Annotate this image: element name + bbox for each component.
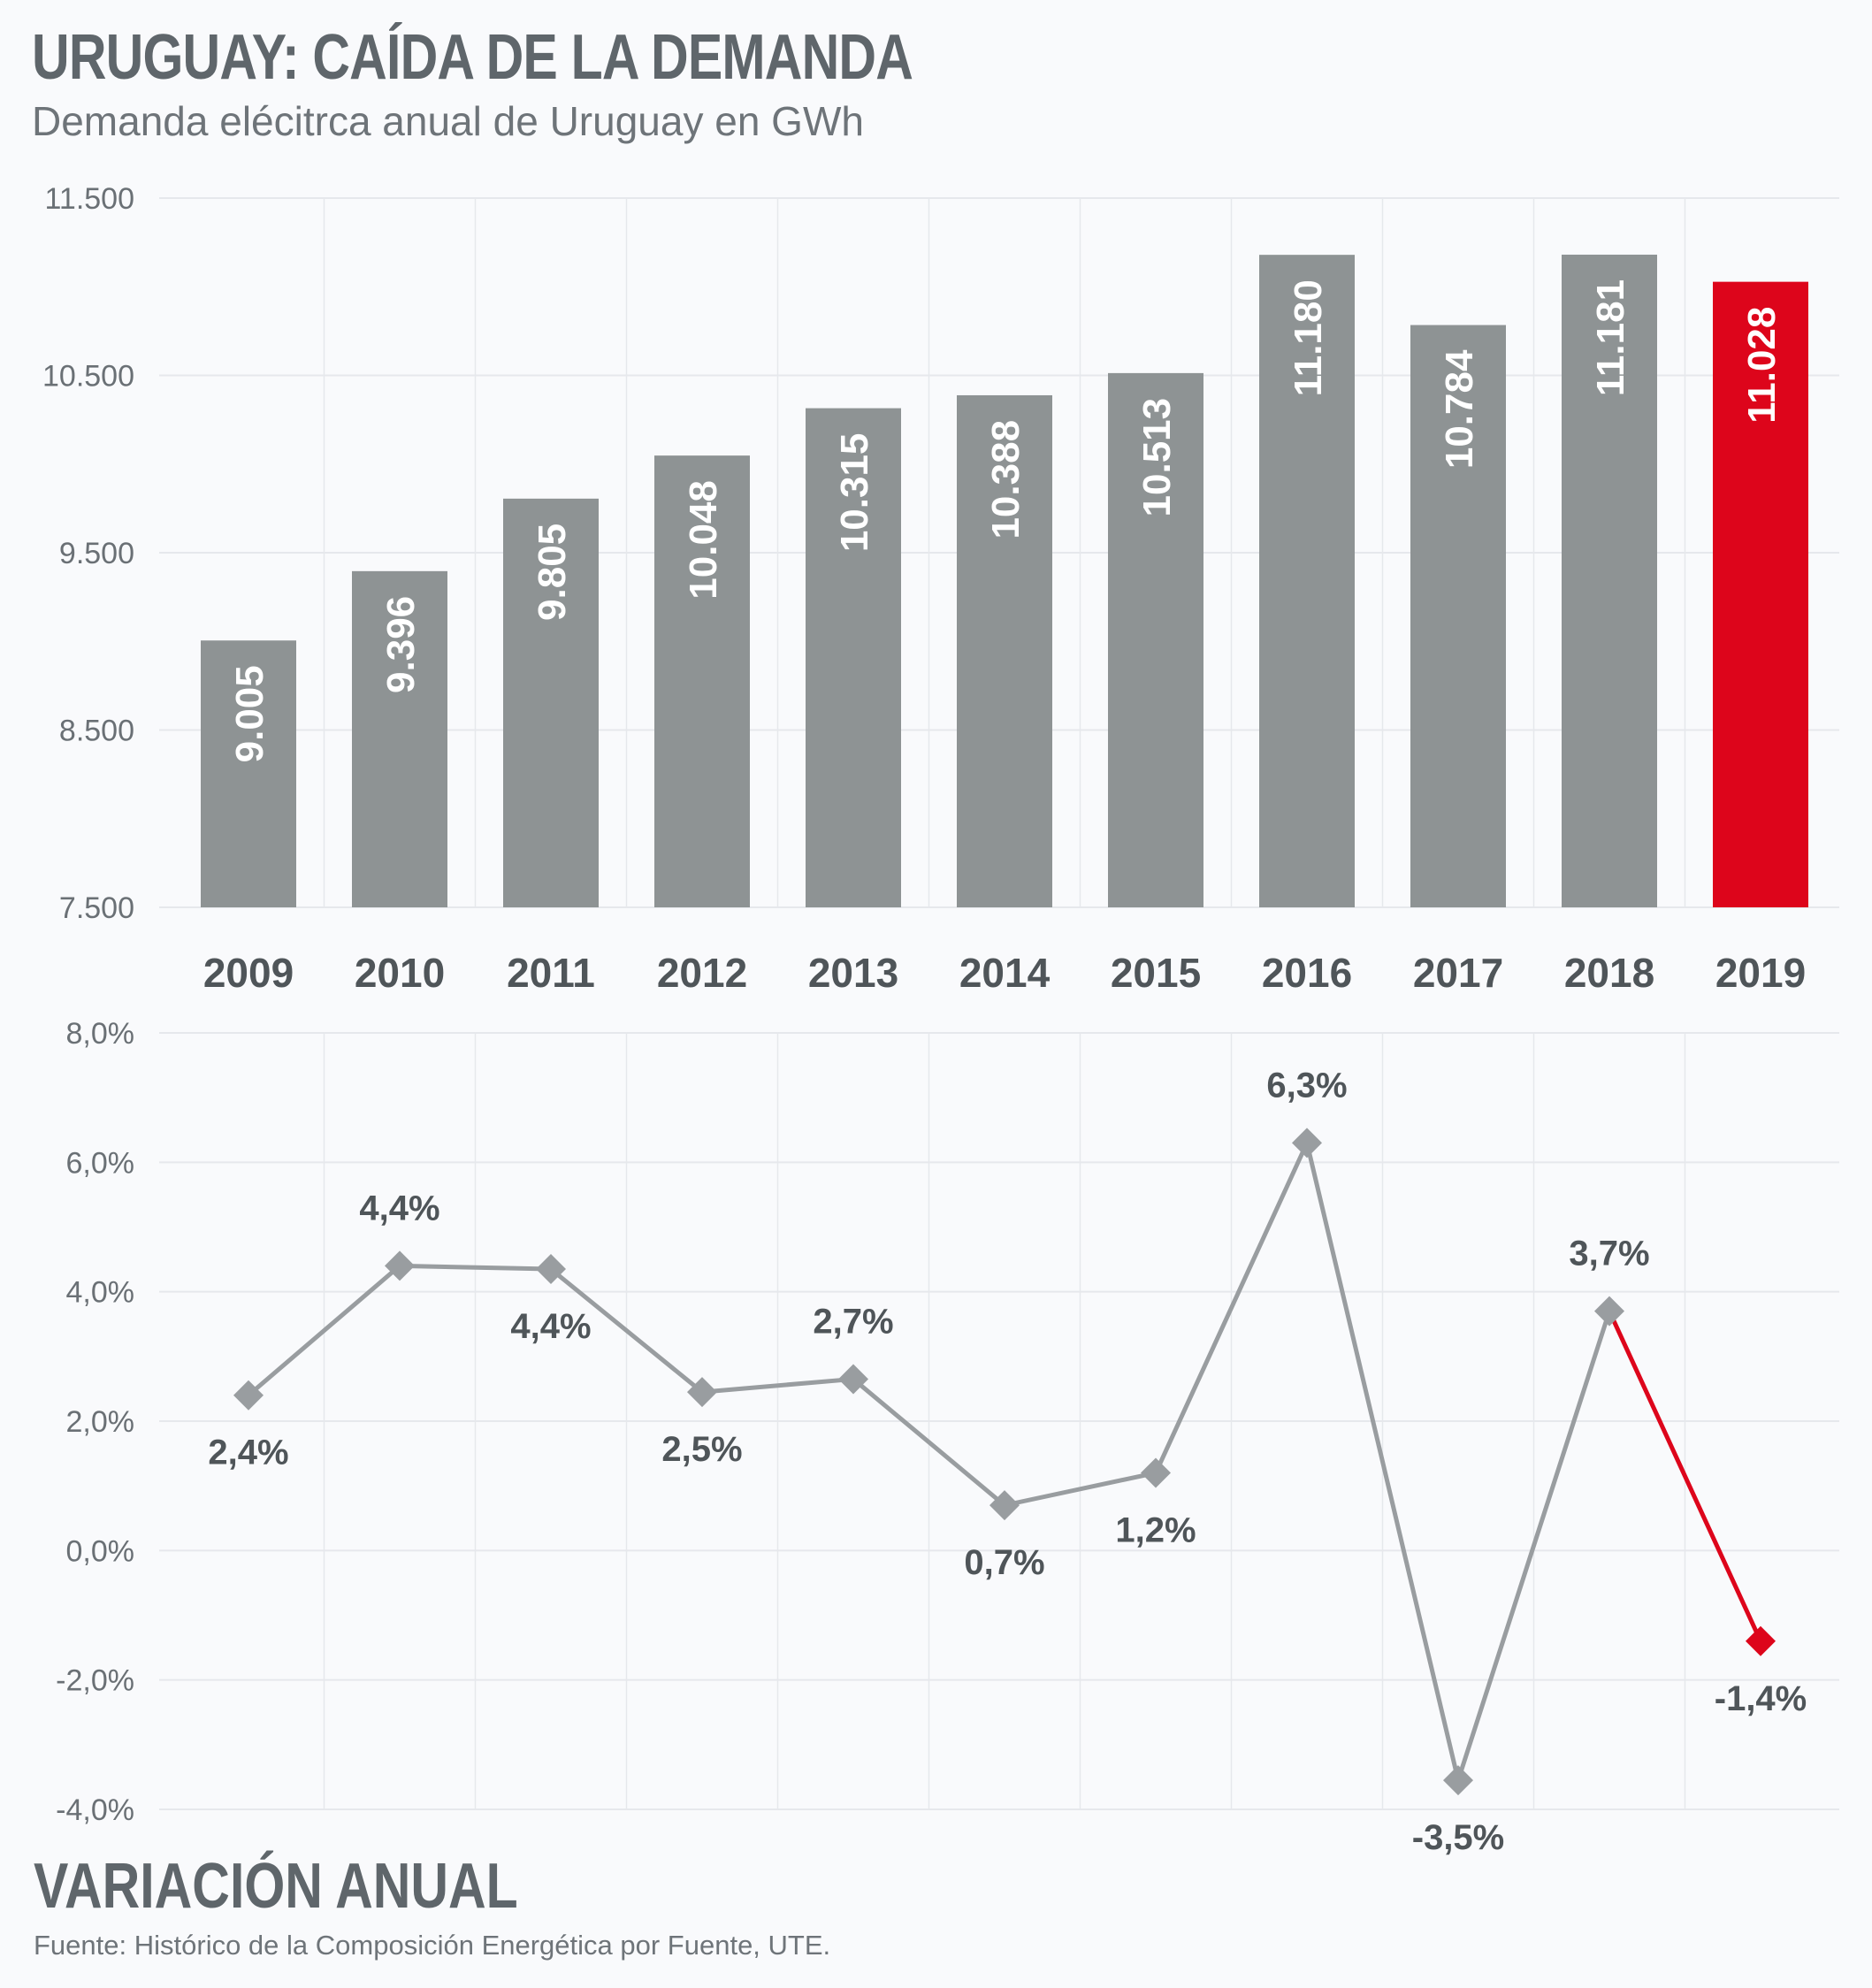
bar-value-label: 10.388 bbox=[984, 420, 1028, 539]
bar-y-tick-label: 11.500 bbox=[45, 182, 134, 216]
bar-value-label: 10.315 bbox=[833, 433, 876, 553]
line-chart-y-axis: -4,0% -2,0% 0,0% 2,0% 4,0% 6,0% 8,0% bbox=[56, 1017, 134, 1827]
chart-subtitle: Demanda elécitrca anual de Uruguay en GW… bbox=[32, 98, 864, 144]
bar-2016 bbox=[1259, 255, 1355, 907]
line-segment bbox=[851, 1376, 1007, 1508]
bar-value-label: 11.181 bbox=[1589, 279, 1632, 396]
x-tick-label-2009: 2009 bbox=[203, 950, 294, 996]
bar-value-label: 9.396 bbox=[379, 596, 423, 693]
line-point-2019 bbox=[1746, 1625, 1776, 1656]
line-point-2011 bbox=[536, 1254, 566, 1285]
x-tick-label-2017: 2017 bbox=[1413, 950, 1503, 996]
bar-value-label: 9.005 bbox=[228, 665, 271, 762]
line-point-2016 bbox=[1292, 1128, 1322, 1158]
bar-value-label: 9.805 bbox=[531, 524, 574, 621]
bar-y-tick-label: 9.500 bbox=[59, 537, 134, 570]
line-chart-labels: 2,4% 4,4% 4,4% 2,5% 2,7% 0,7% 1,2% 6,3% -3,5% 3,7… bbox=[208, 1066, 1807, 1857]
line-segment bbox=[548, 1266, 705, 1395]
line-point-2013 bbox=[838, 1364, 868, 1395]
line-point-label: -3,5% bbox=[1412, 1818, 1505, 1857]
line-segment bbox=[397, 1263, 554, 1272]
bar-2010 bbox=[352, 570, 447, 907]
chart-title: URUGUAY: CAÍDA DE LA DEMANDA bbox=[32, 22, 913, 93]
x-tick-label-2013: 2013 bbox=[808, 950, 898, 996]
line-y-tick-label: 2,0% bbox=[66, 1405, 135, 1439]
line-segment bbox=[1607, 1309, 1763, 1644]
line-point-2015 bbox=[1141, 1457, 1171, 1488]
line-segment bbox=[1456, 1309, 1612, 1783]
line-point-2018 bbox=[1594, 1296, 1624, 1327]
line-point-label: -1,4% bbox=[1715, 1679, 1807, 1718]
line-chart-grid bbox=[159, 1032, 1839, 1810]
line-point-label: 0,7% bbox=[964, 1543, 1044, 1582]
line-point-label: 2,5% bbox=[661, 1430, 742, 1469]
bar-2015 bbox=[1108, 372, 1203, 907]
line-point-label: 4,4% bbox=[359, 1189, 439, 1227]
x-tick-label-2019: 2019 bbox=[1715, 950, 1806, 996]
bar-chart-y-axis: 7.500 8.500 9.500 10.500 11.500 bbox=[42, 182, 134, 925]
bar-chart-bars: 9.005 9.396 9.805 10.048 10.315 10.388 10.513 1… bbox=[201, 254, 1808, 908]
line-point-2017 bbox=[1443, 1765, 1473, 1796]
line-segment bbox=[1002, 1471, 1158, 1508]
line-point-2009 bbox=[233, 1380, 264, 1411]
x-tick-label-2012: 2012 bbox=[657, 950, 747, 996]
x-tick-label-2010: 2010 bbox=[355, 950, 445, 996]
line-point-label: 4,4% bbox=[510, 1307, 591, 1346]
line-segment bbox=[1304, 1140, 1461, 1783]
bar-value-label: 10.513 bbox=[1135, 398, 1179, 517]
x-tick-label-2014: 2014 bbox=[959, 950, 1051, 996]
bar-2012 bbox=[654, 455, 750, 907]
source-note: Fuente: Histórico de la Composición Ener… bbox=[34, 1930, 831, 1961]
bar-chart-x-axis: 2009 2010 2011 2012 2013 2014 2015 2016 2017 2018… bbox=[203, 950, 1806, 996]
line-point-label: 3,7% bbox=[1569, 1235, 1649, 1273]
bar-2009 bbox=[201, 640, 296, 907]
line-chart-series bbox=[233, 1128, 1776, 1796]
bar-2014 bbox=[957, 394, 1052, 907]
bar-value-label: 11.180 bbox=[1287, 279, 1330, 396]
line-point-2014 bbox=[989, 1490, 1020, 1521]
bar-2019 bbox=[1713, 281, 1808, 907]
bar-y-tick-label: 8.500 bbox=[59, 715, 134, 748]
bar-value-label: 11.028 bbox=[1740, 307, 1784, 424]
line-point-label: 1,2% bbox=[1115, 1511, 1196, 1550]
bar-2017 bbox=[1410, 325, 1506, 908]
line-y-tick-label: -2,0% bbox=[56, 1664, 134, 1698]
line-point-2012 bbox=[687, 1377, 717, 1408]
line-y-tick-label: 4,0% bbox=[66, 1276, 135, 1310]
bar-2013 bbox=[806, 408, 901, 907]
line-y-tick-label: 6,0% bbox=[66, 1146, 135, 1180]
bar-value-label: 10.048 bbox=[682, 480, 725, 600]
bar-2011 bbox=[503, 498, 599, 907]
line-point-label: 6,3% bbox=[1266, 1066, 1347, 1105]
line-point-2010 bbox=[385, 1250, 415, 1281]
line-point-label: 2,4% bbox=[208, 1434, 288, 1472]
x-tick-label-2018: 2018 bbox=[1564, 950, 1654, 996]
line-y-tick-label: 0,0% bbox=[66, 1534, 135, 1568]
line-segment bbox=[1153, 1140, 1310, 1476]
x-tick-label-2015: 2015 bbox=[1111, 950, 1201, 996]
bar-y-tick-label: 7.500 bbox=[59, 891, 134, 925]
line-y-tick-label: -4,0% bbox=[56, 1793, 134, 1827]
x-tick-label-2011: 2011 bbox=[507, 950, 595, 996]
line-segment bbox=[246, 1263, 402, 1398]
bar-2018 bbox=[1562, 254, 1657, 908]
bar-y-tick-label: 10.500 bbox=[42, 360, 134, 394]
line-point-label: 2,7% bbox=[813, 1302, 893, 1341]
line-y-tick-label: 8,0% bbox=[66, 1017, 135, 1051]
x-tick-label-2016: 2016 bbox=[1262, 950, 1352, 996]
section-title: VARIACIÓN ANUAL bbox=[34, 1851, 518, 1922]
bar-value-label: 10.784 bbox=[1438, 349, 1481, 469]
line-segment bbox=[699, 1376, 856, 1395]
